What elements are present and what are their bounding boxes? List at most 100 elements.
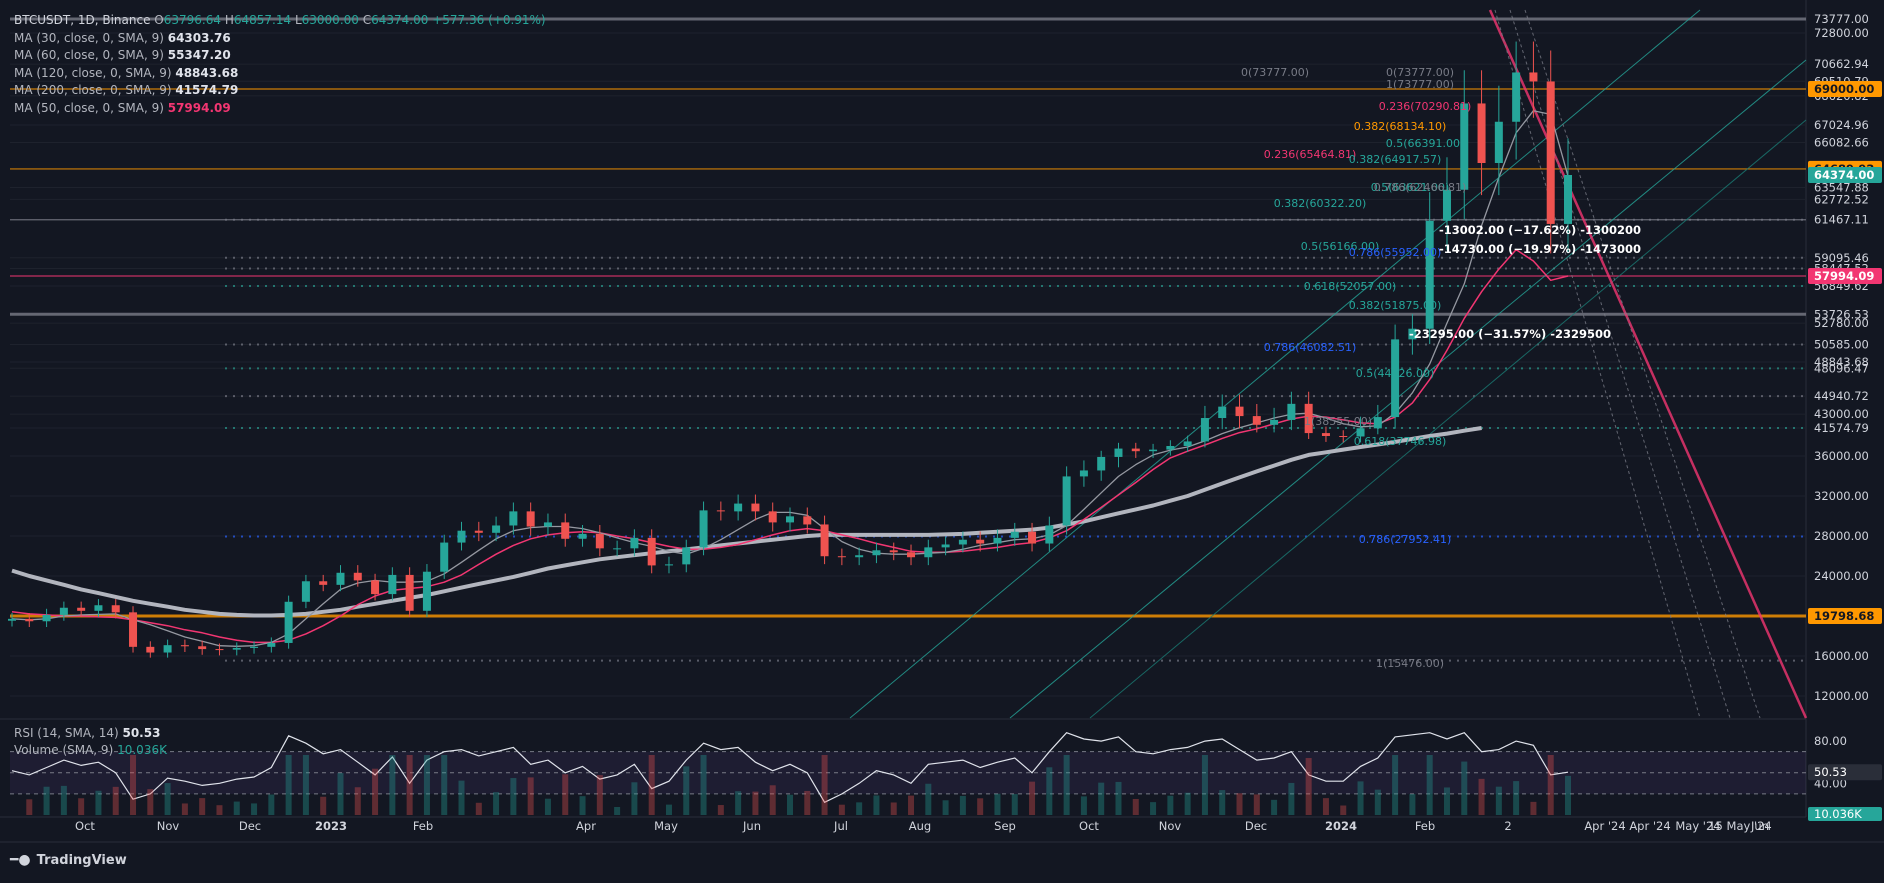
price-tick-label: 12000.00 bbox=[1814, 689, 1869, 703]
volume-bar bbox=[285, 755, 292, 815]
price-tick-label: 70662.94 bbox=[1814, 57, 1869, 71]
candle-body bbox=[647, 537, 656, 566]
time-tick-label: Oct bbox=[75, 819, 95, 833]
volume-bar bbox=[337, 773, 344, 815]
candle-body bbox=[872, 550, 881, 556]
volume-bar bbox=[735, 791, 742, 815]
rsi-label: RSI (14, SMA, 14) bbox=[14, 726, 119, 740]
rsi-badge-bg bbox=[1808, 764, 1882, 781]
volume-bar bbox=[1426, 755, 1433, 815]
ma-legend-row[interactable]: MA (30, close, 0, SMA, 9) 64303.76 bbox=[14, 30, 546, 48]
candle-body bbox=[405, 574, 414, 611]
chart-legend: BTCUSDT, 1D, Binance O63796.64 H64857.14… bbox=[14, 12, 546, 117]
volume-bar bbox=[942, 800, 949, 815]
price-tick-label: 41574.79 bbox=[1814, 421, 1869, 435]
volume-bar bbox=[752, 791, 759, 815]
volume-bar bbox=[1409, 794, 1416, 815]
price-badge-label: 69000.00 bbox=[1814, 82, 1874, 96]
volume-legend-row[interactable]: Volume (SMA, 9) 10.036K bbox=[14, 742, 167, 759]
candle-body bbox=[1166, 445, 1175, 450]
volume-bar bbox=[925, 783, 932, 815]
volume-bar bbox=[1530, 801, 1537, 815]
candle-body bbox=[129, 612, 138, 647]
volume-bar bbox=[1374, 789, 1381, 815]
volume-bar bbox=[320, 796, 327, 815]
time-tick-label: 2 bbox=[1504, 819, 1511, 833]
candle-body bbox=[820, 524, 829, 557]
candle-body bbox=[1270, 419, 1279, 425]
candle-body bbox=[561, 522, 570, 539]
candle-body bbox=[1287, 403, 1296, 420]
volume-bar bbox=[26, 799, 33, 815]
volume-bar bbox=[804, 790, 811, 815]
candle-body bbox=[1408, 328, 1417, 340]
volume-bar bbox=[1513, 781, 1520, 815]
price-badge: 19798.68 bbox=[1808, 607, 1882, 624]
price-tick-label: 24000.00 bbox=[1814, 569, 1869, 583]
price-tick-label: 48843.68 bbox=[1814, 355, 1869, 369]
tradingview-logo[interactable]: ━● TradingView bbox=[10, 852, 127, 868]
fib-label: 0.786(62466.81) bbox=[1374, 181, 1467, 194]
volume-bar bbox=[372, 768, 379, 815]
time-tick-label: Apr '24 bbox=[1629, 819, 1670, 833]
ma-legend-row[interactable]: MA (50, close, 0, SMA, 9) 57994.09 bbox=[14, 100, 546, 118]
volume-bar bbox=[977, 798, 984, 815]
volume-bar bbox=[959, 795, 966, 815]
time-tick-label: Jun bbox=[1750, 819, 1769, 833]
candle-body bbox=[1321, 433, 1330, 436]
candle-body bbox=[8, 618, 16, 621]
price-tick-label: 72800.00 bbox=[1814, 26, 1869, 40]
volume-bar bbox=[769, 785, 776, 815]
low-value: 63000.00 bbox=[301, 13, 359, 27]
volume-bar bbox=[648, 755, 655, 815]
candle-body bbox=[768, 511, 777, 523]
volume-label: Volume (SMA, 9) bbox=[14, 743, 114, 757]
ma-legend-row[interactable]: MA (200, close, 0, SMA, 9) 41574.79 bbox=[14, 82, 546, 100]
candle-body bbox=[198, 646, 207, 650]
trendlines bbox=[849, 9, 1808, 719]
price-tick-label: 66082.66 bbox=[1814, 136, 1869, 150]
volume-bar bbox=[1547, 755, 1554, 815]
candle-body bbox=[734, 503, 743, 512]
fib-label: 0.236(70290.81) bbox=[1379, 100, 1472, 113]
fib-label: 0.5(63621.00) bbox=[1371, 181, 1450, 194]
price-tick-label: 43000.00 bbox=[1814, 407, 1869, 421]
ma200-label: MA (200, close, 0, SMA, 9) bbox=[14, 83, 172, 97]
candle-body bbox=[371, 580, 380, 595]
volume-bar bbox=[579, 796, 586, 815]
price-tick-label: 48096.47 bbox=[1814, 361, 1869, 375]
volume-bar bbox=[717, 805, 724, 815]
volume-bar bbox=[406, 755, 413, 815]
price-tick-label: 73777.00 bbox=[1814, 12, 1869, 26]
rsi-badge-label: 50.53 bbox=[1814, 765, 1847, 779]
candle-body bbox=[457, 530, 466, 543]
volume-bar bbox=[1443, 787, 1450, 815]
price-tick-label: 63547.88 bbox=[1814, 180, 1869, 194]
candle-body bbox=[976, 539, 985, 544]
candle-body bbox=[907, 552, 916, 558]
open-label: O bbox=[154, 13, 164, 27]
candle-body bbox=[1131, 448, 1140, 452]
volume-bar bbox=[1271, 799, 1278, 815]
price-badge-label: 57994.09 bbox=[1814, 269, 1874, 283]
ma-legend-row[interactable]: MA (120, close, 0, SMA, 9) 48843.68 bbox=[14, 65, 546, 83]
ma30-value: 64303.76 bbox=[167, 30, 231, 45]
fib-label: 1(38555.00) bbox=[1304, 415, 1372, 428]
volume-bar bbox=[1046, 767, 1053, 815]
volume-bar bbox=[268, 794, 275, 815]
price-badge: 57994.09 bbox=[1808, 267, 1882, 284]
rsi-line bbox=[11, 731, 1569, 804]
symbol-label[interactable]: BTCUSDT, 1D, Binance bbox=[14, 13, 151, 27]
candle-body bbox=[1079, 470, 1088, 477]
close-value: 64374.00 bbox=[371, 13, 429, 27]
candle-body bbox=[25, 618, 34, 622]
rsi-legend-row[interactable]: RSI (14, SMA, 14) 50.53 bbox=[14, 725, 167, 742]
candle-body bbox=[803, 516, 812, 525]
volume-bar bbox=[994, 793, 1001, 815]
ma-legend-row[interactable]: MA (60, close, 0, SMA, 9) 55347.20 bbox=[14, 47, 546, 65]
candle-body bbox=[1494, 121, 1503, 164]
fib-label: 0.382(60322.20) bbox=[1274, 197, 1367, 210]
candle-body bbox=[889, 550, 898, 553]
